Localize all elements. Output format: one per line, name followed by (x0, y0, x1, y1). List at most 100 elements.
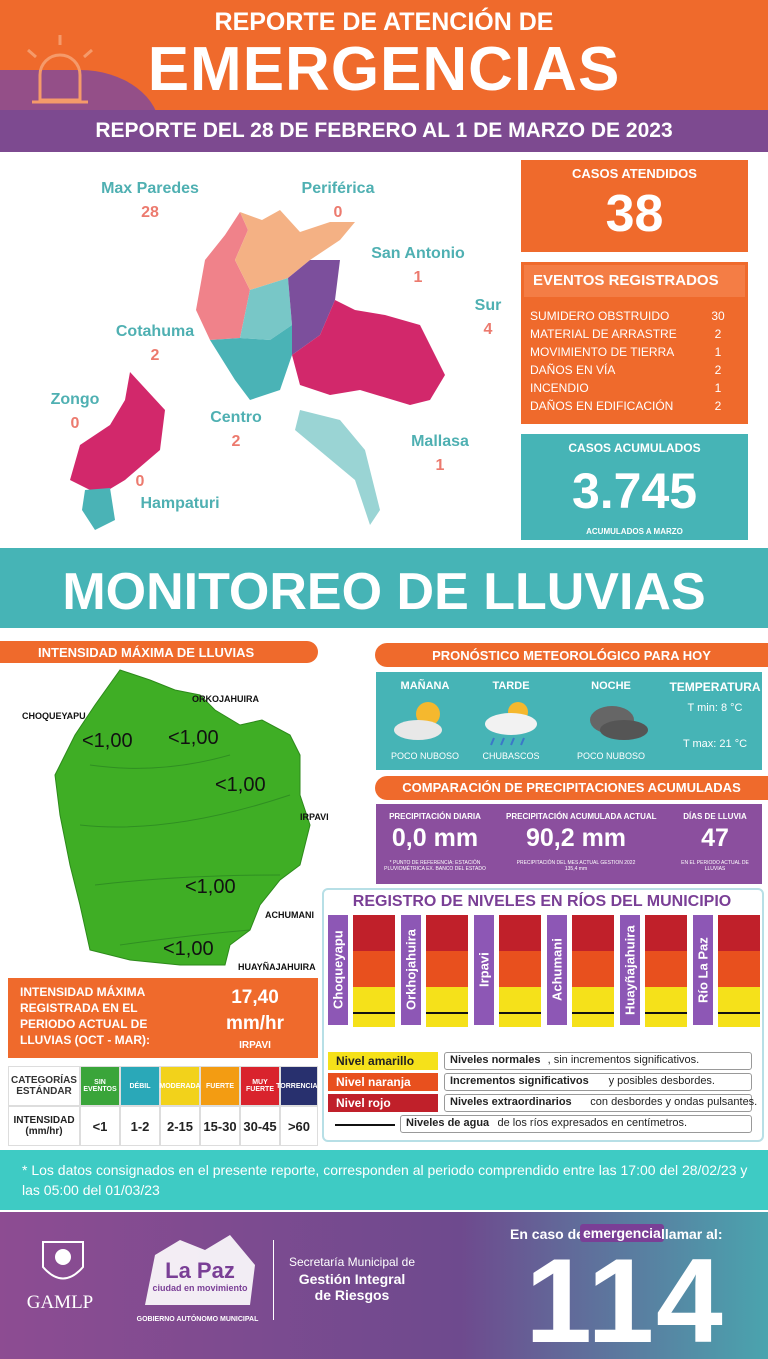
district-name: Max Paredes (101, 180, 199, 197)
station-value: <1,00 (215, 774, 266, 796)
secretaria-line: Secretaría Municipal de (288, 1255, 416, 1269)
brand-shape (145, 1235, 255, 1305)
comparison-value: 0,0 mm (391, 824, 479, 852)
table-cell: >60 (280, 1106, 318, 1146)
forecast-box (376, 672, 762, 770)
event-count: 30 (711, 309, 725, 323)
river-level-line (645, 1012, 687, 1014)
footer-divider (273, 1240, 274, 1320)
cases-value: 38 (605, 185, 664, 243)
district-name: Cotahuma (115, 323, 195, 340)
district-name: Centro (210, 409, 262, 426)
legend-level: Nivel naranja (328, 1073, 438, 1091)
table-cell: INTENSIDAD (mm/hr) (8, 1106, 80, 1146)
river-name: Achumani (547, 915, 567, 1025)
table-header-cell: TORRENCIAL (276, 1066, 322, 1106)
table-cell: 15-30 (200, 1106, 240, 1146)
river-level-band (426, 951, 468, 987)
river-level-band (572, 987, 614, 1027)
intensity-title: INTENSIDAD MÁXIMA DE LLUVIAS (38, 645, 255, 660)
basin-map (54, 669, 311, 966)
event-name: SUMIDERO OBSTRUIDO (530, 309, 670, 323)
river-level-band (718, 915, 760, 951)
summary-label: INTENSIDAD MÁXIMA REGISTRADA EN EL PERIO… (20, 985, 150, 1047)
legend-level: Nivel rojo (328, 1094, 438, 1112)
events-title: EVENTOS REGISTRADOS (533, 272, 719, 289)
comparison-label: DÍAS DE LLUVIA (683, 812, 747, 821)
summary-unit: mm/hr (225, 1013, 285, 1034)
cases-label: CASOS ATENDIDOS (572, 166, 697, 181)
station-value: <1,00 (82, 730, 133, 752)
table-cell: <1 (80, 1106, 120, 1146)
accumulated-label: CASOS ACUMULADOS (568, 441, 701, 455)
legend-rest: , sin incrementos significativos. (547, 1054, 700, 1066)
river-name: Huayñajahuira (620, 915, 640, 1025)
river-level-band (353, 915, 395, 951)
comparison-title-bar (375, 776, 768, 800)
accumulated-value: 3.745 (571, 463, 698, 519)
river-level-line (718, 1012, 760, 1014)
station-name: CHOQUEYAPU (22, 711, 86, 721)
table-cell: 30-45 (240, 1106, 280, 1146)
river-level-band (499, 915, 541, 951)
event-name: INCENDIO (530, 381, 589, 395)
river-name: Orkhojahuira (401, 915, 421, 1025)
district-value: 0 (333, 204, 343, 221)
district-value: 0 (135, 473, 145, 490)
river-level-line (426, 1012, 468, 1014)
footnote: * Los datos consignados en el presente r… (22, 1162, 748, 1198)
legend-line-icon (335, 1124, 395, 1126)
gamlp-text: GAMLP (26, 1292, 94, 1313)
legend-text-box (444, 1052, 752, 1070)
event-count: 2 (714, 399, 722, 413)
legend-rest: de los ríos expresados en centímetros. (497, 1117, 688, 1129)
river-level-line (499, 1012, 541, 1014)
legend-text-box (444, 1094, 752, 1112)
comparison-note: EN EL PERIODO ACTUAL DE LLUVIAS (681, 860, 749, 872)
event-name: DAÑOS EN EDIFICACIÓN (530, 399, 674, 413)
forecast-title: PRONÓSTICO METEOROLÓGICO PARA HOY (432, 648, 711, 663)
legend-bold: Niveles de agua (406, 1117, 490, 1129)
temperature-max: T max: 21 °C (682, 738, 748, 750)
river-level-band (499, 951, 541, 987)
comparison-label: PRECIPITACIÓN ACUMULADA ACTUAL (506, 812, 657, 821)
station-name: ACHUMANI (265, 910, 314, 920)
events-title-bar (524, 265, 745, 297)
table-header-cell: MUY FUERTE (240, 1066, 280, 1106)
comparison-value: 47 (701, 824, 729, 852)
temperature-label: TEMPERATURA (669, 680, 761, 694)
river-level-band (353, 951, 395, 987)
government: GOBIERNO AUTÓNOMO MUNICIPAL (136, 1316, 259, 1323)
river-name: Irpavi (474, 915, 494, 1025)
summary-station: IRPAVI (239, 1040, 271, 1051)
brand-name: La Paz (165, 1258, 235, 1283)
table-header-cell: MODERADA (159, 1066, 201, 1106)
comparison-label: PRECIPITACIÓN DIARIA (389, 812, 481, 821)
river-level-line (353, 1012, 395, 1014)
river-level-band (426, 987, 468, 1027)
district-name: San Antonio (371, 245, 465, 262)
header-title: EMERGENCIAS (147, 35, 621, 104)
temperature-min: T min: 8 °C (687, 702, 743, 714)
cases-box (521, 160, 748, 252)
period-band (0, 110, 768, 152)
district-value: 1 (435, 457, 445, 474)
summary-value: 17,40 (231, 987, 279, 1008)
legend-rest: con desbordes y ondas pulsantes. (590, 1096, 758, 1108)
event-count: 2 (714, 363, 722, 377)
gamlp-crest (42, 1241, 84, 1280)
table-header-cell: FUERTE (200, 1066, 240, 1106)
station-value: <1,00 (168, 727, 219, 749)
station-name: HUAYÑAJAHUIRA (238, 962, 316, 972)
legend-rest: y posibles desbordes. (608, 1075, 715, 1087)
call-pre: En caso de (510, 1226, 584, 1242)
legend-bold: Niveles extraordinarios (450, 1096, 572, 1108)
table-header-cell: DÉBIL (120, 1066, 160, 1106)
district-value: 0 (70, 415, 80, 432)
forecast-title-bar (375, 643, 768, 667)
station-name: ORKOJAHUIRA (192, 694, 260, 704)
station-name: IRPAVI (300, 812, 329, 822)
table-cell: 2-15 (160, 1106, 200, 1146)
district-name: Hampaturi (140, 495, 220, 512)
river-level-band (718, 951, 760, 987)
